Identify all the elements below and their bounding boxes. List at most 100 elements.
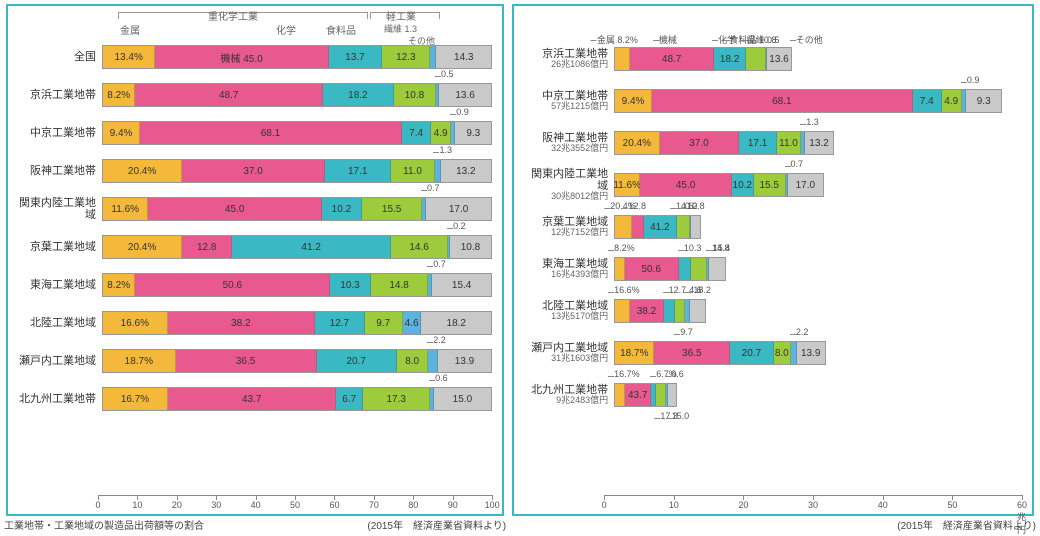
row-label: 関東内陸工業地域 [18, 197, 102, 221]
segment-machinery: 37.0 [182, 160, 325, 182]
segment-machinery: 48.7 [135, 84, 323, 106]
segment-chemical: 41.2 [644, 216, 678, 238]
segment-other: 13.6 [767, 48, 790, 70]
tick-label: 20 [738, 500, 748, 510]
segment-metal: 16.6% [103, 312, 168, 334]
left-row: 東海工業地域0.78.2%50.610.314.815.4 [18, 270, 492, 300]
callout: 0.5 [441, 69, 454, 79]
right-bars-container: 京浜工業地帯26兆1086億円金属 8.2%機械化学食料品 10.8繊維 0.5… [524, 42, 1022, 496]
segment-chemical: 41.2 [232, 236, 391, 258]
callout: 1.3 [439, 145, 452, 155]
segment-food [691, 258, 708, 280]
segment-food: 15.5 [362, 198, 422, 220]
right-row: 中京工業地帯57兆1215億円0.99.4%68.17.44.99.3 [524, 84, 1022, 118]
row-label: 東海工業地域 [18, 279, 102, 291]
segment-food [675, 300, 684, 322]
segment-machinery: 45.0 [640, 174, 732, 196]
row-label: 京浜工業地帯26兆1086億円 [524, 48, 614, 70]
tick-label: 10 [669, 500, 679, 510]
segment-chemical: 6.7 [336, 388, 363, 410]
segment-other: 13.9 [797, 342, 825, 364]
tick-label: 80 [408, 500, 418, 510]
callout: 0.6 [671, 369, 684, 379]
right-row: 東海工業地域16兆4393億円8.2%10.314.815.450.6 [524, 252, 1022, 286]
tick-label: 70 [369, 500, 379, 510]
segment-metal: 20.4% [103, 236, 182, 258]
segment-other: 15.0 [434, 388, 491, 410]
segment-chemical: 18.2 [714, 48, 746, 70]
segment-metal: 20.4% [615, 132, 659, 154]
segment-chemical [679, 258, 691, 280]
page: 重化学工業 軽工業 金属 化学 食料品 繊維 1.3 その他 全国13.4%機械… [0, 0, 1040, 520]
callout: 0.9 [456, 107, 469, 117]
row-label: 瀬戸内工業地域31兆1603億円 [524, 342, 614, 364]
left-row: 中京工業地帯0.99.4%68.17.44.99.3 [18, 118, 492, 148]
callout: 10.3 [684, 243, 702, 253]
segment-other: 13.2 [805, 132, 833, 154]
left-row: 瀬戸内工業地域2.218.7%36.520.78.013.9 [18, 346, 492, 376]
callout: 0.6 [435, 373, 448, 383]
segment-machinery: 36.5 [176, 350, 317, 372]
segment-metal: 20.4% [103, 160, 182, 182]
food-label: 食料品 [326, 22, 356, 37]
segment-machinery: 43.7 [625, 384, 650, 406]
segment-food: 9.7 [365, 312, 403, 334]
segment-machinery: 45.0 [148, 198, 321, 220]
top-label: 機械 [659, 33, 677, 46]
callout: 16.6% [614, 285, 640, 295]
tick-label: 10 [132, 500, 142, 510]
right-row: 北陸工業地域13兆5170億円16.6%12.74.618.29.738.2 [524, 294, 1022, 328]
segment-chemical: 17.1 [739, 132, 776, 154]
segment-machinery: 50.6 [135, 274, 330, 296]
right-panel: 京浜工業地帯26兆1086億円金属 8.2%機械化学食料品 10.8繊維 0.5… [512, 4, 1034, 516]
right-row: 京葉工業地域12兆7152億円20.4%12.814.60.210.841.2 [524, 210, 1022, 244]
row-label: 瀬戸内工業地域 [18, 355, 102, 367]
callout: 15.0 [672, 411, 690, 421]
segment-food: 11.0 [391, 160, 434, 182]
metal-label: 金属 [120, 22, 140, 37]
segment-metal: 11.6% [103, 198, 148, 220]
right-row: 京浜工業地帯26兆1086億円金属 8.2%機械化学食料品 10.8繊維 0.5… [524, 42, 1022, 76]
left-panel: 重化学工業 軽工業 金属 化学 食料品 繊維 1.3 その他 全国13.4%機械… [6, 4, 504, 516]
segment-metal [615, 48, 630, 70]
tick-label: 20 [172, 500, 182, 510]
callout: 12.8 [629, 201, 647, 211]
left-row: 京葉工業地域0.220.4%12.841.214.610.8 [18, 232, 492, 262]
tick-label: 30 [808, 500, 818, 510]
segment-other: 10.8 [450, 236, 491, 258]
left-axis: 0102030405060708090100 [98, 495, 492, 508]
segment-food: 12.3 [382, 46, 430, 68]
segment-food: 15.5 [754, 174, 786, 196]
segment-other [709, 258, 725, 280]
tick-label: 60 [329, 500, 339, 510]
heavy-label: 重化学工業 [208, 8, 258, 23]
light-label: 軽工業 [386, 8, 416, 23]
segment-textile [428, 350, 437, 372]
segment-chemical: 10.2 [322, 198, 362, 220]
segment-chemical: 7.4 [913, 90, 942, 112]
right-row: 阪神工業地帯32兆3552億円1.320.4%37.017.111.013.2 [524, 126, 1022, 160]
segment-metal: 18.7% [103, 350, 176, 372]
left-source: (2015年 経済産業省資料より) [367, 517, 506, 532]
left-row: 京浜工業地帯0.58.2%48.718.210.813.6 [18, 80, 492, 110]
chemical-label: 化学 [276, 22, 296, 37]
segment-other: 15.4 [432, 274, 491, 296]
segment-other: 17.0 [426, 198, 491, 220]
right-row: 関東内陸工業地域30兆8012億円0.711.6%45.010.215.517.… [524, 168, 1022, 202]
segment-machinery: 機械 45.0 [155, 46, 328, 68]
tick-label: 90 [448, 500, 458, 510]
segment-machinery: 43.7 [168, 388, 336, 410]
segment-chemical: 20.7 [317, 350, 397, 372]
callout: 8.2% [614, 243, 635, 253]
segment-food [677, 216, 690, 238]
row-label: 阪神工業地帯32兆3552億円 [524, 132, 614, 154]
top-label: 金属 8.2% [597, 33, 638, 46]
segment-food: 14.6 [391, 236, 448, 258]
segment-food: 11.0 [777, 132, 801, 154]
row-label: 阪神工業地帯 [18, 165, 102, 177]
row-label: 関東内陸工業地域30兆8012億円 [524, 168, 614, 202]
row-label: 京浜工業地帯 [18, 89, 102, 101]
tick-label: 0 [95, 500, 100, 510]
segment-metal [615, 258, 625, 280]
segment-food: 10.8 [394, 84, 436, 106]
